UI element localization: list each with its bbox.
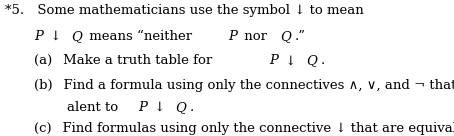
Text: Q: Q [280,30,291,43]
Text: (a)  Make a truth table for: (a) Make a truth table for [34,54,217,67]
Text: means “neither: means “neither [85,30,196,43]
Text: ↓: ↓ [281,54,301,67]
Text: .: . [189,101,194,114]
Text: ↓: ↓ [150,101,170,114]
Text: P: P [138,101,148,114]
Text: P: P [228,30,237,43]
Text: .: . [321,54,325,67]
Text: (c)  Find formulas using only the connective ↓ that are equivalent to ¬: (c) Find formulas using only the connect… [34,122,454,135]
Text: *5. Some mathematicians use the symbol ↓ to mean: *5. Some mathematicians use the symbol ↓… [5,4,369,17]
Text: Q: Q [175,101,186,114]
Text: Q: Q [306,54,317,67]
Text: (b)  Find a formula using only the connectives ∧, ∨, and ¬ that is equiv-: (b) Find a formula using only the connec… [34,79,454,92]
Text: P: P [34,30,43,43]
Text: alent to: alent to [67,101,123,114]
Text: Q: Q [71,30,82,43]
Text: ↓: ↓ [45,30,65,43]
Text: nor: nor [240,30,271,43]
Text: P: P [270,54,278,67]
Text: .”: .” [294,30,306,43]
